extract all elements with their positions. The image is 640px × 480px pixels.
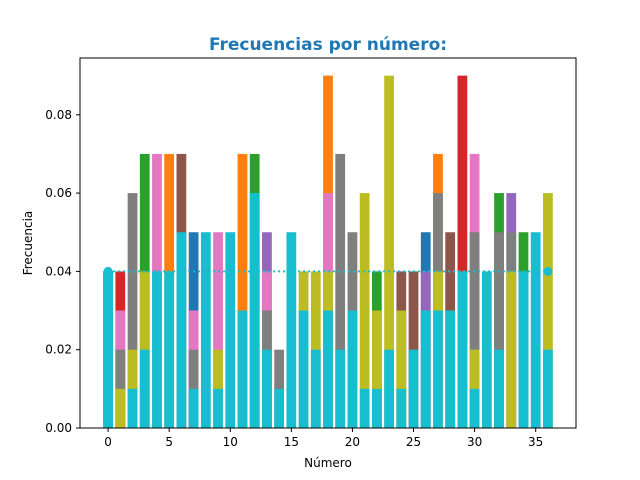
bar-series-10-num-34: [518, 271, 529, 428]
bar-series-10-num-20: [347, 310, 358, 428]
bar-series-4-num-29: [457, 75, 468, 428]
bar-series-8-num-2: [127, 193, 138, 428]
bar-series-10-num-27: [433, 310, 443, 428]
bar-series-10-num-2: [127, 388, 138, 428]
chart-title: Frecuencias por número:: [209, 35, 447, 55]
bar-series-10-num-29: [457, 271, 468, 428]
bar-series-10-num-19: [335, 349, 346, 428]
x-tick-label: 20: [345, 435, 360, 449]
bar-series-10-num-11: [237, 310, 248, 428]
bar-series-10-num-18: [323, 310, 333, 428]
bar-series-10-num-10: [225, 232, 236, 428]
bar-series-2-num-11: [237, 153, 248, 429]
reference-line-group: [103, 266, 553, 276]
x-tick-label: 25: [406, 435, 421, 449]
bar-series-10-num-23: [384, 349, 394, 428]
y-tick-label: 0.08: [45, 108, 72, 122]
y-tick-label: 0.06: [45, 186, 72, 200]
y-axis-ticks: 0.00 0.02 0.04 0.06 0.08: [45, 108, 80, 435]
bar-series-9-num-21: [359, 193, 370, 428]
bar-series-10-num-24: [396, 388, 407, 428]
plot-frame: [79, 57, 577, 429]
bar-series-10-num-25: [408, 349, 419, 428]
bar-series-8-num-30: [469, 232, 480, 428]
x-axis-ticks: 0 5 10 15 20 25 30 35: [104, 428, 543, 449]
bar-series-10-num-14: [274, 388, 285, 428]
bar-series-10-num-0: [103, 271, 113, 428]
bar-series-10-num-16: [298, 310, 309, 428]
bar-series-10-num-4: [152, 271, 162, 428]
bar-series-10-num-7: [188, 388, 199, 428]
bar-series-10-num-8: [200, 232, 211, 428]
bar-series-10-num-32: [494, 349, 504, 428]
bar-series-10-num-36: [543, 349, 553, 428]
bar-series-10-num-12: [249, 193, 260, 428]
bar-series-10-num-5: [164, 271, 175, 428]
bar-series-10-num-21: [359, 388, 370, 428]
bar-series-10-num-17: [310, 349, 321, 428]
bar-series-10-num-28: [445, 310, 456, 428]
bar-series-10-num-3: [139, 349, 150, 428]
bar-series-8-num-19: [335, 153, 346, 429]
reference-marker-end: [543, 266, 553, 276]
bar-series-9-num-33: [506, 271, 517, 428]
bar-series-10-num-31: [481, 271, 492, 428]
x-tick-label: 30: [467, 435, 482, 449]
bar-series-10-num-15: [286, 232, 297, 428]
bar-series-10-num-9: [213, 388, 223, 428]
x-tick-label: 15: [284, 435, 299, 449]
bar-series-10-num-6: [176, 232, 187, 428]
x-tick-label: 10: [223, 435, 238, 449]
bar-series-8-num-32: [494, 232, 504, 428]
bar-series-10-num-13: [262, 349, 272, 428]
bars-group: [103, 75, 553, 429]
bar-series-10-num-35: [530, 232, 541, 428]
bar-series-9-num-36: [543, 193, 553, 428]
x-tick-label: 0: [104, 435, 112, 449]
x-axis-label: Número: [304, 456, 352, 470]
bar-series-9-num-23: [384, 75, 394, 428]
y-tick-label: 0.02: [45, 343, 72, 357]
y-axis-label: Frecuencia: [21, 211, 35, 276]
bar-series-7-num-9: [213, 232, 223, 428]
bar-series-10-num-30: [469, 388, 480, 428]
bar-series-9-num-1: [115, 388, 126, 428]
reference-marker-start: [103, 266, 113, 276]
bar-series-9-num-22: [371, 310, 382, 428]
x-tick-label: 35: [528, 435, 543, 449]
x-tick-label: 5: [165, 435, 173, 449]
bar-series-9-num-24: [396, 310, 407, 428]
bar-series-10-num-22: [371, 388, 382, 428]
bar-series-10-num-26: [420, 310, 431, 428]
y-tick-label: 0.00: [45, 421, 72, 435]
y-tick-label: 0.04: [45, 264, 72, 278]
